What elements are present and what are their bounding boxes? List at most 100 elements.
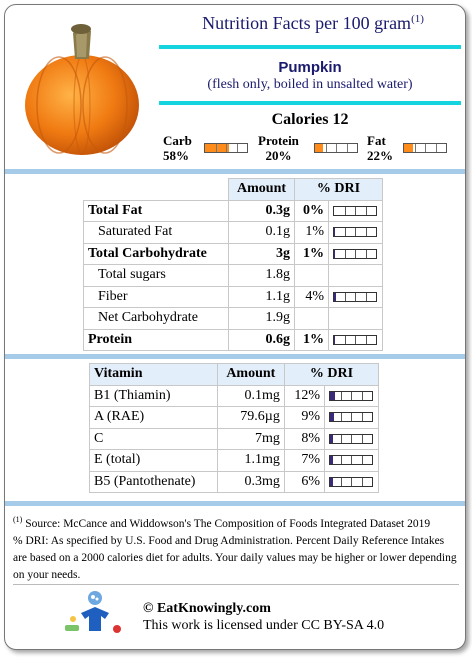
dri-bar xyxy=(329,455,373,466)
nutrient-name: Total Carbohydrate xyxy=(82,242,230,265)
pumpkin-image xyxy=(25,24,139,155)
nutrient-name: Protein xyxy=(82,328,230,351)
section-divider-2 xyxy=(5,354,465,359)
nutrient-row: Total Carbohydrate 3g 1% xyxy=(82,242,383,265)
dri-bar-tick xyxy=(361,434,363,443)
vitamin-name: A (RAE) xyxy=(89,406,218,429)
dri-bar-tick xyxy=(340,456,342,465)
dri-bar xyxy=(333,227,377,238)
macro-bar-tick xyxy=(346,144,348,152)
dri-bar xyxy=(333,205,377,216)
dri-bar-tick xyxy=(351,391,352,400)
macro-bar-tick xyxy=(414,144,416,152)
vitamin-name: B5 (Pantothenate) xyxy=(89,470,218,493)
macro-bar-tick xyxy=(325,144,327,152)
vitamin-amount: 0.3mg xyxy=(216,470,285,493)
vitamins-header-name: Vitamin xyxy=(89,363,218,386)
dri-bar xyxy=(333,248,377,259)
dri-bar-fill xyxy=(330,434,334,443)
vitamin-amount: 7mg xyxy=(216,427,285,450)
nutrient-row: Total Fat 0.3g 0% xyxy=(82,199,383,222)
nutrient-dri-bar-cell xyxy=(328,264,383,287)
vitamin-row: E (total) 1.1mg 7% xyxy=(89,449,379,472)
vitamin-amount: 79.6µg xyxy=(216,406,285,429)
vitamin-dri-bar-cell xyxy=(324,406,379,429)
nutrient-dri: 1% xyxy=(293,328,330,351)
dri-bar-tick xyxy=(340,434,342,443)
macro-carb: Carb 58% xyxy=(163,133,192,163)
vitamin-dri: 9% xyxy=(283,406,326,429)
dri-bar-tick xyxy=(344,335,346,344)
vitamin-amount: 0.1mg xyxy=(216,384,285,407)
dri-bar-tick xyxy=(340,477,342,486)
vitamin-row: C 7mg 8% xyxy=(89,427,379,450)
dri-bar xyxy=(333,291,377,302)
dri-bar-tick xyxy=(344,249,346,258)
macro-bar-fill xyxy=(404,144,414,152)
dri-bar-tick xyxy=(365,249,367,258)
calories-label: Calories 12 xyxy=(271,111,349,128)
vitamin-dri-bar-cell xyxy=(324,384,379,407)
nutrient-amount: 1.8g xyxy=(228,264,295,287)
nutrient-amount: 0.6g xyxy=(228,328,295,351)
title-underline xyxy=(159,45,461,49)
macro-fat-pct: 22% xyxy=(367,148,393,163)
nutrient-name: Net Carbohydrate xyxy=(82,307,230,330)
dri-bar-tick xyxy=(351,477,352,486)
nutrient-row: Net Carbohydrate 1.9g xyxy=(82,307,383,330)
section-divider-3 xyxy=(5,501,465,506)
nutrient-dri: 4% xyxy=(293,285,330,308)
macro-bar-tick xyxy=(435,144,437,152)
vitamin-dri: 6% xyxy=(283,470,326,493)
dri-bar-tick xyxy=(351,434,352,443)
nutrient-name: Total Fat xyxy=(82,199,230,222)
nutrient-amount: 0.3g xyxy=(228,199,295,222)
macro-protein-label: Protein xyxy=(258,133,299,148)
footer-divider xyxy=(13,584,459,585)
nutrient-amount: 1.9g xyxy=(228,307,295,330)
nutrient-name: Saturated Fat xyxy=(82,221,230,244)
vitamin-dri: 7% xyxy=(283,449,326,472)
dri-bar-tick xyxy=(365,228,367,237)
dri-bar xyxy=(329,390,373,401)
license-text: This work is licensed under CC BY-SA 4.0 xyxy=(143,618,385,633)
dri-bar-tick xyxy=(344,228,346,237)
macro-protein-pct: 20% xyxy=(265,148,292,163)
nutrients-header-amount: Amount xyxy=(228,178,295,201)
dri-bar-fill xyxy=(330,456,333,465)
dri-bar xyxy=(329,412,373,423)
nutrient-dri-bar-cell xyxy=(328,242,383,265)
dri-bar-tick xyxy=(365,292,367,301)
dri-bar-tick xyxy=(344,292,346,301)
dri-bar-tick xyxy=(361,456,363,465)
macro-protein: Protein 20% xyxy=(258,133,299,163)
nutrient-row: Fiber 1.1g 4% xyxy=(82,285,383,308)
vitamin-name: E (total) xyxy=(89,449,218,472)
site-credit: © EatKnowingly.com xyxy=(143,601,271,616)
macro-bar-fill xyxy=(205,144,230,152)
dri-bar-tick xyxy=(365,335,367,344)
macro-fat-label: Fat xyxy=(367,133,386,148)
nutrient-dri: 1% xyxy=(293,242,330,265)
eatknowingly-logo-icon xyxy=(65,591,121,633)
dri-bar-tick xyxy=(351,456,352,465)
vitamin-dri-bar-cell xyxy=(324,449,379,472)
nutrient-amount: 0.1g xyxy=(228,221,295,244)
source-note: (1) Source: McCance and Widdowson's The … xyxy=(13,515,431,530)
vitamin-dri-bar-cell xyxy=(324,470,379,493)
nutrient-name: Fiber xyxy=(82,285,230,308)
nutrient-dri: 0% xyxy=(293,199,330,222)
nutrients-header-blank xyxy=(84,179,229,201)
nutrient-dri xyxy=(293,264,330,287)
nutrient-row: Saturated Fat 0.1g 1% xyxy=(82,221,383,244)
dri-bar xyxy=(333,334,377,345)
vitamin-row: B1 (Thiamin) 0.1mg 12% xyxy=(89,384,379,407)
macro-fat: Fat 22% xyxy=(367,133,393,163)
macro-fat-bar xyxy=(403,143,447,153)
food-name: Pumpkin xyxy=(278,59,342,76)
macro-carb-label: Carb xyxy=(163,133,192,148)
nutrient-dri-bar-cell xyxy=(328,285,383,308)
nutrient-name: Total sugars xyxy=(82,264,230,287)
vitamin-name: C xyxy=(89,427,218,450)
dri-bar-tick xyxy=(361,477,363,486)
